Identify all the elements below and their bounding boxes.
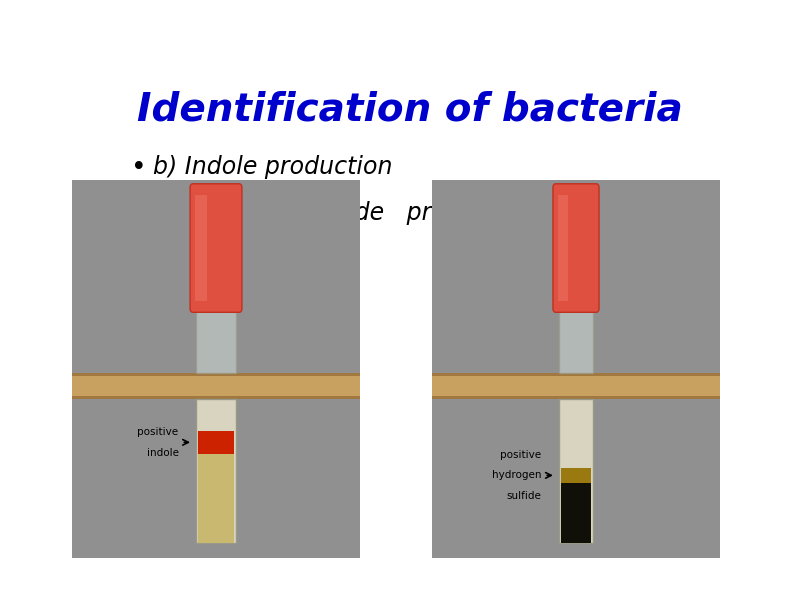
Text: positive: positive [500,449,542,460]
Bar [558,305,594,373]
Bar [432,396,720,399]
Text: Identification of bacteria: Identification of bacteria [137,91,683,128]
Bar [432,373,720,399]
Text: •: • [131,155,146,181]
FancyBboxPatch shape [553,184,599,312]
Bar [72,373,360,399]
Bar [195,195,206,301]
Bar [558,399,594,543]
Bar [72,396,360,399]
Text: indole: indole [146,448,178,458]
Bar [432,373,720,376]
Bar [198,431,234,454]
Bar [561,482,591,543]
Bar [558,195,568,301]
Text: hydrogen: hydrogen [492,470,542,481]
Bar [561,468,591,482]
Text: •: • [131,202,146,227]
FancyBboxPatch shape [190,184,242,312]
Text: b) Indole production: b) Indole production [153,155,392,179]
Bar [196,399,236,543]
Text: positive: positive [138,427,178,437]
Bar [72,373,360,376]
Bar [196,305,236,373]
Bar [198,454,234,543]
Text: sulfide: sulfide [506,491,542,501]
Text: c) Hydrogen sulfide   production: c) Hydrogen sulfide production [153,202,534,226]
